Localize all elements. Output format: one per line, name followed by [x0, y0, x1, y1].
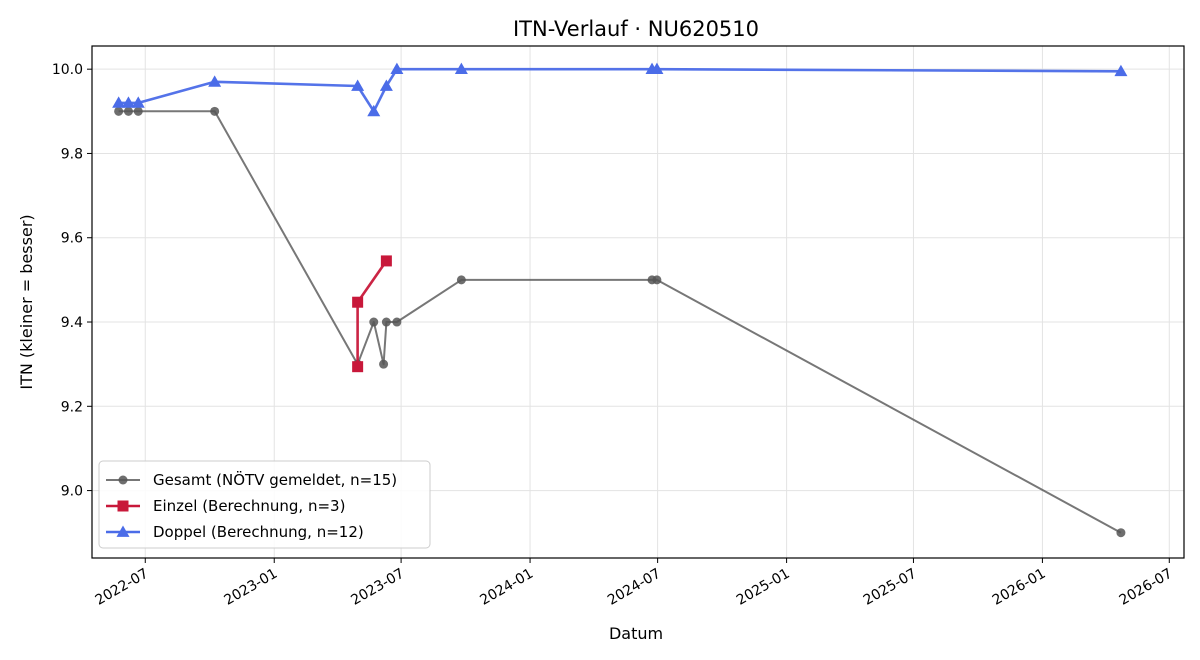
legend-label: Gesamt (NÖTV gemeldet, n=15)	[153, 470, 397, 489]
x-tick-label: 2025-01	[734, 566, 793, 609]
data-point	[123, 106, 133, 116]
x-tick-label: 2026-07	[1117, 566, 1176, 609]
series-square	[352, 255, 392, 373]
x-tick-label: 2023-01	[222, 566, 281, 609]
y-tick-label: 9.6	[61, 231, 83, 247]
y-axis: 9.0 9.2 9.4 9.6 9.8 10.0	[52, 62, 92, 500]
y-tick-label: 9.0	[61, 484, 83, 500]
grid-layer	[92, 46, 1184, 558]
data-point	[352, 361, 364, 373]
legend-label: Doppel (Berechnung, n=12)	[153, 523, 364, 541]
data-point	[650, 62, 664, 75]
legend-item: Einzel (Berechnung, n=3)	[106, 497, 345, 515]
data-point	[456, 275, 466, 285]
y-tick-label: 9.2	[61, 399, 83, 415]
legend-marker	[117, 500, 129, 512]
data-point	[367, 104, 381, 117]
y-tick-label: 9.8	[61, 146, 83, 162]
y-axis-label: ITN (kleiner = besser)	[17, 214, 36, 389]
data-point	[114, 106, 124, 116]
plot-frame	[91, 45, 1185, 559]
data-point	[652, 275, 662, 285]
x-tick-label: 2023-07	[348, 566, 407, 609]
y-tick-label: 10.0	[52, 62, 83, 78]
x-tick-label: 2024-07	[605, 566, 664, 609]
series-triangle	[112, 62, 1128, 117]
legend-label: Einzel (Berechnung, n=3)	[153, 497, 345, 515]
data-point	[1114, 64, 1128, 77]
data-point	[112, 96, 126, 108]
data-point	[392, 317, 402, 327]
data-point	[208, 75, 222, 87]
x-tick-label: 2024-01	[477, 566, 536, 609]
data-point	[352, 296, 364, 308]
data-point	[379, 359, 389, 369]
chart-title: ITN-Verlauf · NU620510	[513, 17, 759, 41]
legend-box	[98, 460, 431, 549]
legend: Gesamt (NÖTV gemeldet, n=15) Einzel (Bere…	[98, 460, 431, 549]
data-point	[379, 79, 393, 91]
series-layer	[112, 62, 1128, 538]
data-point	[131, 96, 145, 108]
data-point	[210, 106, 220, 116]
x-tick-label: 2022-07	[93, 566, 152, 609]
x-tick-label: 2026-01	[990, 566, 1049, 609]
legend-item: Doppel (Berechnung, n=12)	[106, 523, 364, 541]
data-point	[380, 255, 392, 267]
x-tick-label: 2025-07	[861, 566, 920, 609]
x-axis: 2022-07 2023-01 2023-07 2024-01 2024-07 2025-…	[93, 558, 1176, 609]
data-point	[133, 106, 143, 116]
legend-marker	[116, 525, 130, 537]
data-point	[1116, 528, 1126, 538]
data-point	[454, 62, 468, 75]
x-axis-label: Datum	[609, 624, 663, 643]
legend-item: Gesamt (NÖTV gemeldet, n=15)	[106, 470, 397, 489]
data-point	[381, 317, 391, 327]
data-point	[351, 79, 365, 91]
data-point	[369, 317, 379, 327]
y-tick-label: 9.4	[61, 315, 83, 331]
data-point	[390, 62, 404, 75]
series-line	[118, 67, 1121, 113]
data-point	[121, 96, 135, 108]
legend-marker	[118, 475, 128, 485]
